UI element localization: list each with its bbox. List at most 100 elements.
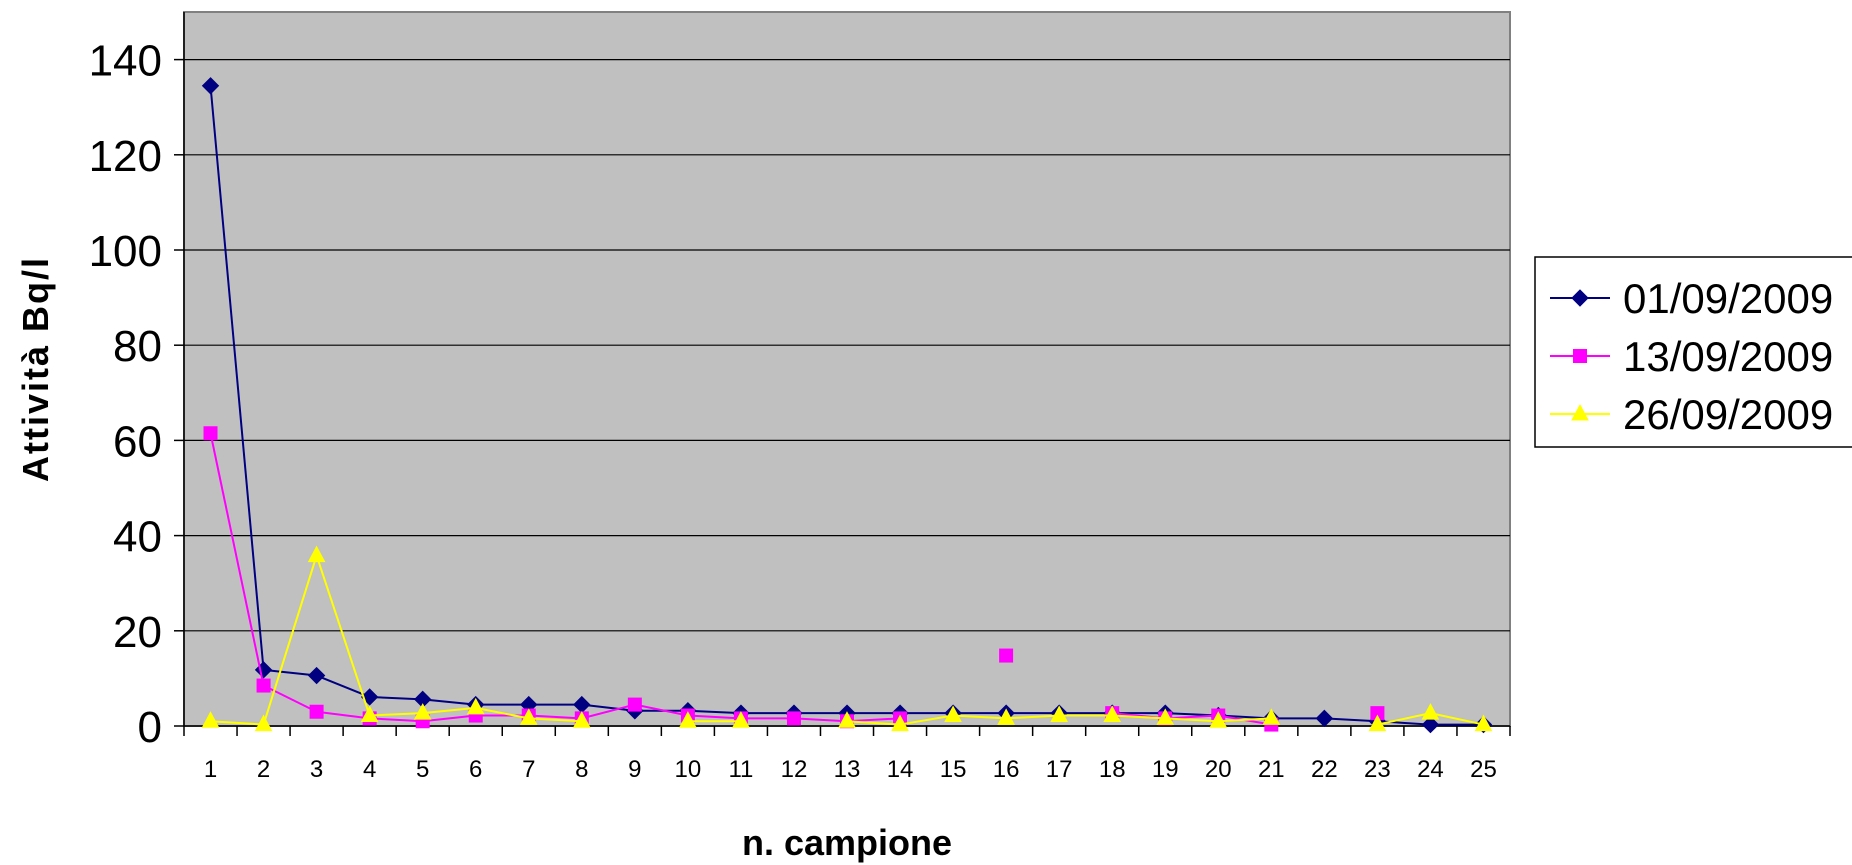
data-point: [1209, 711, 1228, 728]
series-line-segment: [528, 717, 582, 723]
y-tick-label: 100: [89, 227, 162, 276]
y-tick-label: 60: [113, 417, 162, 466]
data-point: [679, 711, 697, 728]
series-line-segment: [475, 706, 529, 720]
legend-marker: [1573, 349, 1587, 363]
data-point: [1156, 708, 1175, 725]
x-tick-label: 9: [628, 756, 641, 783]
y-axis-label: Attività Bq/l: [15, 256, 56, 482]
series-3: [201, 545, 1493, 732]
series-line-segment: [581, 703, 635, 712]
x-tick-label: 16: [993, 756, 1020, 783]
x-tick-label: 24: [1417, 756, 1444, 783]
data-point: [1262, 708, 1281, 725]
series-line-segment: [581, 703, 636, 720]
y-tick-label: 140: [89, 37, 162, 86]
x-tick-label: 8: [575, 756, 588, 783]
data-point: [1421, 703, 1440, 720]
legend: 01/09/2009 13/09/2009 26/09/2009: [1534, 256, 1852, 448]
x-axis-label: n. campione: [742, 822, 952, 863]
data-point: [360, 705, 379, 723]
data-point: [1421, 715, 1440, 734]
x-tick-label: 10: [675, 756, 702, 783]
series-line-segment: [899, 714, 954, 726]
series-line-segment: [316, 710, 370, 720]
data-point: [1315, 709, 1334, 728]
x-tick-label: 1: [204, 756, 217, 783]
legend-marker: [1571, 289, 1589, 307]
data-point: [838, 711, 856, 728]
series-line-segment: [687, 714, 741, 720]
series-line-segment: [422, 698, 476, 706]
x-tick-label: 14: [887, 756, 914, 783]
data-point: [786, 711, 801, 726]
data-point: [627, 697, 642, 712]
x-tick-label: 3: [310, 756, 323, 783]
series-line-segment: [953, 714, 1007, 720]
data-point: [466, 697, 485, 715]
data-point: [997, 708, 1015, 725]
series-line-segment: [1430, 712, 1484, 726]
series-line-segment: [209, 433, 265, 686]
x-tick-label: 17: [1046, 756, 1073, 783]
data-point: [732, 711, 750, 728]
series-line-segment: [369, 695, 423, 701]
y-tick-label: 120: [89, 132, 162, 181]
x-tick-label: 21: [1258, 756, 1285, 783]
legend-entry: 26/09/2009: [1550, 391, 1833, 438]
data-point: [1474, 714, 1493, 732]
series-line-segment: [1324, 717, 1378, 723]
x-tick-label: 23: [1364, 756, 1391, 783]
data-point: [1368, 714, 1387, 732]
x-tick-label: 7: [522, 756, 535, 783]
data-point: [891, 714, 909, 732]
series-line-segment: [210, 720, 264, 726]
legend-entry: 01/09/2009: [1550, 275, 1833, 322]
series-line-segment: [1165, 717, 1219, 723]
data-point: [307, 666, 326, 685]
series-line-segment: [209, 85, 265, 670]
series-line-segment: [1377, 712, 1431, 726]
series-line-segment: [846, 717, 901, 723]
series-line-segment: [687, 709, 741, 715]
data-point: [413, 703, 432, 720]
data-point: [256, 678, 271, 693]
legend-label: 01/09/2009: [1623, 275, 1833, 322]
series-line-segment: [422, 714, 476, 723]
x-tick-label: 11: [728, 756, 753, 783]
data-point: [999, 648, 1014, 663]
series-line-segment: [316, 674, 371, 698]
y-tick-label: 40: [113, 513, 162, 562]
series-line-segment: [1006, 714, 1060, 720]
x-tick-label: 18: [1099, 756, 1126, 783]
x-tick-label: 13: [834, 756, 861, 783]
x-tick-label: 20: [1205, 756, 1232, 783]
series-line-segment: [263, 668, 317, 677]
y-tick-label: 20: [113, 608, 162, 657]
x-tick-label: 2: [257, 756, 270, 783]
legend-label: 26/09/2009: [1623, 391, 1833, 438]
legend-entry: 13/09/2009: [1550, 333, 1833, 380]
series-line-segment: [369, 717, 423, 723]
series-line-segment: [528, 714, 582, 720]
x-tick-label: 6: [469, 756, 482, 783]
data-point: [254, 714, 273, 732]
x-tick-label: 4: [363, 756, 376, 783]
y-tick-label: 80: [113, 322, 162, 371]
series-line-segment: [1218, 717, 1272, 723]
x-tick-label: 5: [416, 756, 429, 783]
data-point: [519, 708, 538, 725]
series-line-segment: [262, 555, 318, 725]
series-line-segment: [315, 555, 371, 716]
series-line-segment: [1112, 714, 1166, 720]
series-line-segment: [369, 712, 423, 717]
series-line-segment: [634, 703, 689, 717]
series-line-segment: [263, 684, 318, 713]
data-point: [309, 704, 324, 719]
data-point: [1050, 705, 1068, 723]
legend-marker: [1571, 403, 1589, 421]
plot-area: [183, 11, 1511, 727]
x-tick-label: 12: [781, 756, 808, 783]
data-point: [307, 545, 326, 563]
